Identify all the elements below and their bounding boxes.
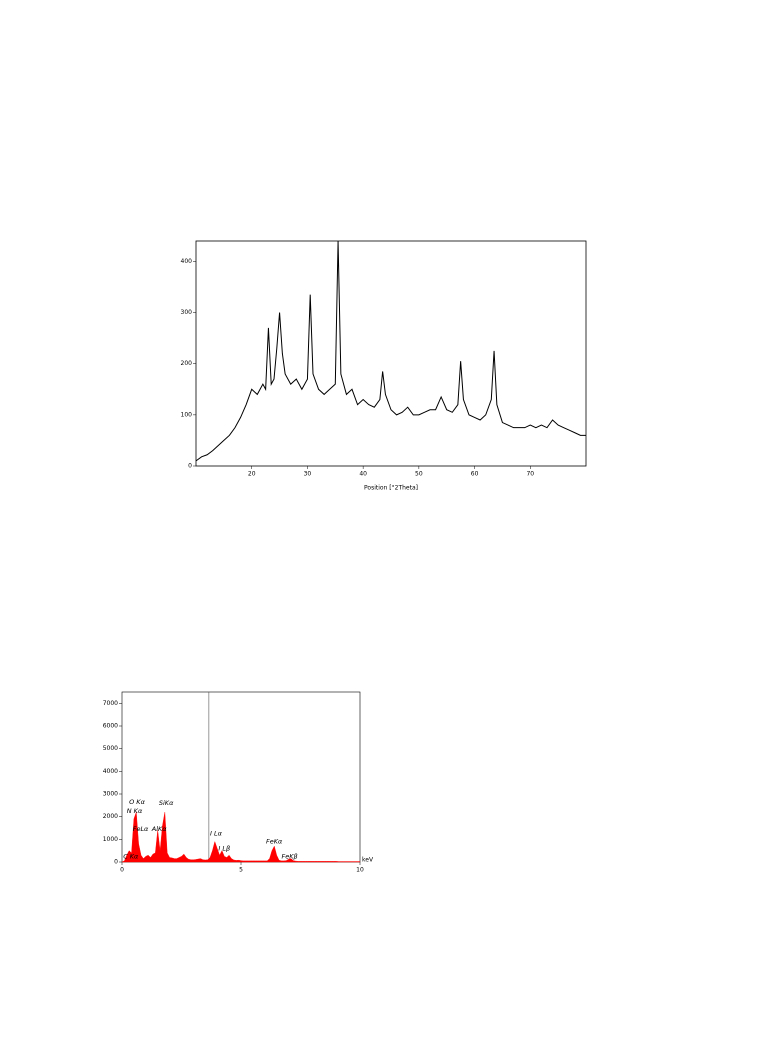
peak-label: FeLα [133, 825, 149, 833]
x-axis-label: Position [°2Theta] [364, 485, 418, 492]
x-tick-label: 5 [239, 867, 243, 874]
spectrum-area [121, 812, 361, 863]
y-tick-label: 200 [181, 360, 193, 367]
y-tick-label: 3000 [103, 791, 118, 798]
plot-frame [195, 240, 587, 467]
x-tick-label: 50 [415, 471, 423, 478]
y-tick-label: 400 [181, 258, 193, 265]
y-tick-label: 6000 [103, 723, 118, 730]
peak-label: SiKα [159, 799, 174, 807]
peak-label: I Lβ [218, 844, 230, 852]
y-tick-label: 0 [188, 463, 192, 470]
x-tick-label: 70 [526, 471, 534, 478]
y-tick-label: 1000 [103, 836, 118, 843]
peak-label: C Kα [123, 852, 139, 860]
x-tick-label: 10 [356, 867, 364, 874]
x-tick-label: 40 [359, 471, 367, 478]
y-tick-label: 4000 [103, 768, 118, 775]
x-tick-label: 60 [471, 471, 479, 478]
pattern-line [195, 240, 586, 462]
y-tick-label: 2000 [103, 813, 118, 820]
x-tick-label: 30 [304, 471, 312, 478]
x-axis-label: keV [362, 857, 374, 864]
y-tick-label: 300 [181, 309, 193, 316]
peak-label: O Kα [129, 798, 145, 806]
peak-label: AlKα [151, 825, 168, 833]
peak-label: FeKβ [281, 852, 297, 860]
peak-label: I Lα [210, 830, 223, 838]
x-tick-label: 0 [120, 867, 124, 874]
x-tick-label: 20 [248, 471, 256, 478]
y-tick-label: 5000 [103, 745, 118, 752]
y-tick-label: 100 [181, 411, 193, 418]
y-tick-label: 7000 [103, 700, 118, 707]
peak-label: FeKα [266, 838, 283, 846]
peak-label: N Kα [127, 807, 143, 815]
y-tick-label: 0 [114, 859, 118, 866]
